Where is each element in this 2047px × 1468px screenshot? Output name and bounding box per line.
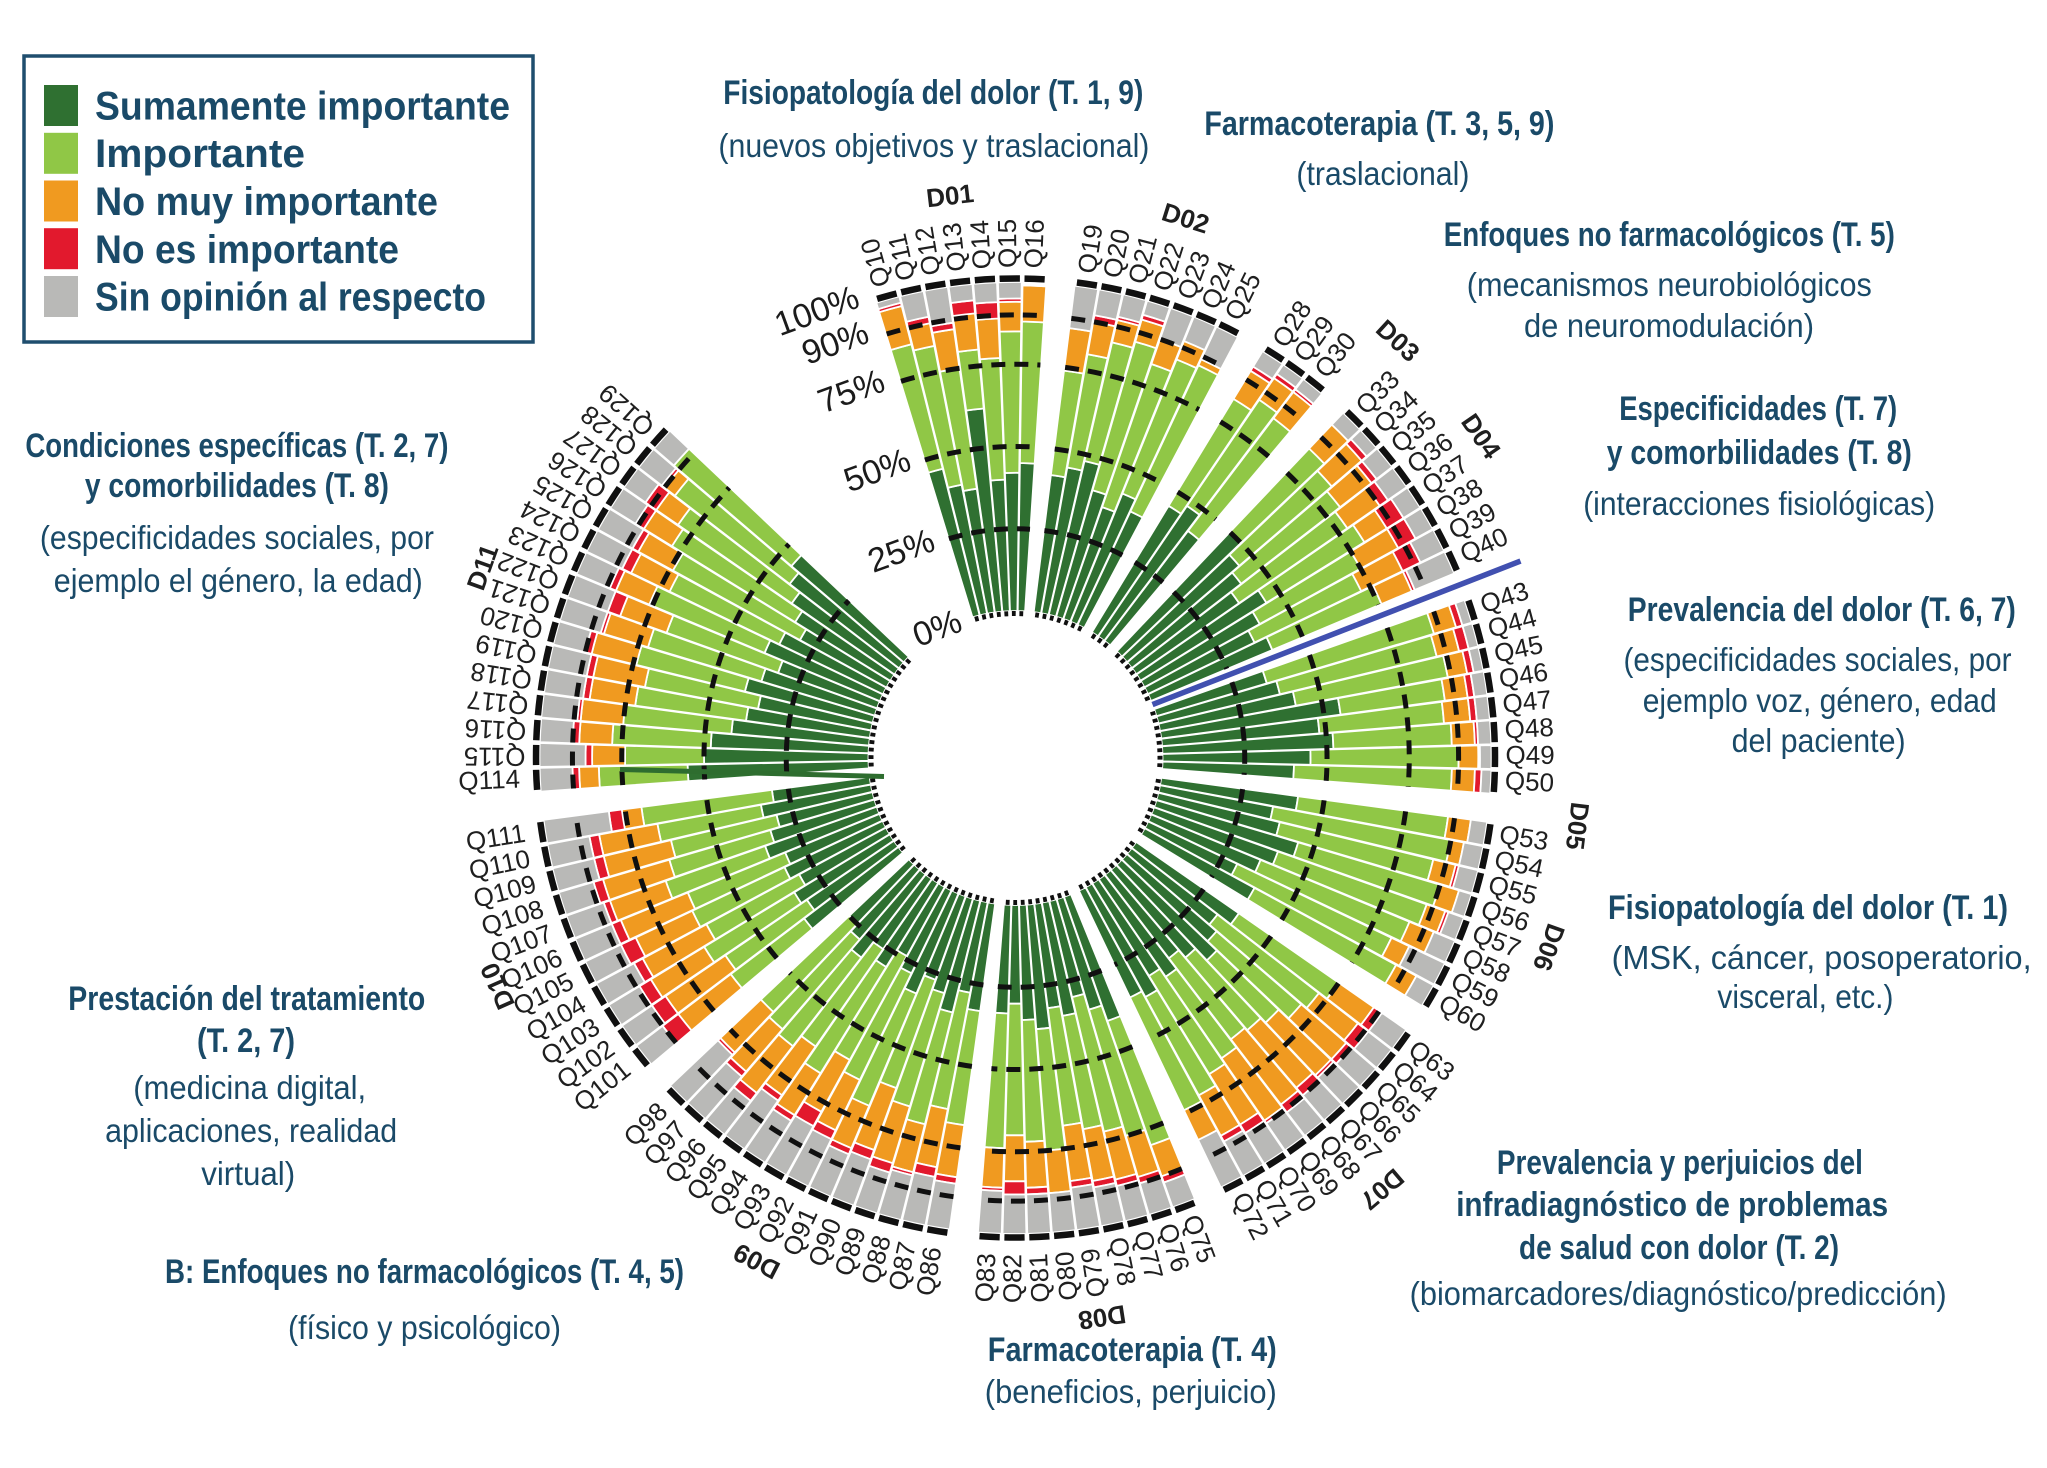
svg-text:Enfoques no farmacológicos (T.: Enfoques no farmacológicos (T. 5) [1444, 216, 1895, 254]
svg-text:virtual): virtual) [201, 1155, 295, 1192]
svg-text:y comorbilidades (T. 8): y comorbilidades (T. 8) [1607, 434, 1912, 472]
svg-text:Q115: Q115 [464, 742, 526, 772]
svg-text:Sin opinión al respecto: Sin opinión al respecto [95, 276, 486, 320]
svg-text:Q13: Q13 [936, 221, 971, 273]
svg-text:D05: D05 [1560, 801, 1596, 852]
svg-text:Q82: Q82 [997, 1254, 1027, 1303]
svg-text:Prestación del tratamiento: Prestación del tratamiento [68, 980, 425, 1018]
svg-text:aplicaciones, realidad: aplicaciones, realidad [105, 1112, 397, 1149]
svg-text:Fisiopatología del dolor (T. 1: Fisiopatología del dolor (T. 1, 9) [723, 74, 1143, 112]
svg-text:infradiagnóstico de problemas: infradiagnóstico de problemas [1456, 1186, 1888, 1224]
svg-text:Q47: Q47 [1501, 684, 1553, 719]
svg-text:(beneficios, perjuicio): (beneficios, perjuicio) [985, 1373, 1277, 1410]
svg-text:No es importante: No es importante [95, 228, 399, 272]
svg-text:(nuevos objetivos y traslacion: (nuevos objetivos y traslacional) [718, 127, 1149, 164]
svg-text:de neuromodulación): de neuromodulación) [1524, 307, 1814, 344]
svg-text:(medicina digital,: (medicina digital, [133, 1069, 366, 1106]
svg-text:(interacciones fisiológicas): (interacciones fisiológicas) [1583, 485, 1935, 522]
svg-text:Q117: Q117 [465, 685, 530, 722]
svg-text:(especificidades sociales, por: (especificidades sociales, por [40, 519, 434, 556]
svg-text:(físico y psicológico): (físico y psicológico) [288, 1309, 561, 1346]
svg-text:Q81: Q81 [1023, 1253, 1055, 1304]
svg-text:Prevalencia del dolor (T. 6, 7: Prevalencia del dolor (T. 6, 7) [1628, 591, 2016, 629]
svg-text:Q49: Q49 [1505, 740, 1554, 770]
svg-text:D01: D01 [925, 178, 976, 213]
svg-text:Q19: Q19 [1072, 222, 1109, 275]
svg-text:Q114: Q114 [458, 763, 521, 796]
svg-text:Especificidades (T. 7): Especificidades (T. 7) [1619, 390, 1897, 428]
svg-text:Q14: Q14 [964, 219, 997, 270]
svg-text:Prevalencia y perjuicios del: Prevalencia y perjuicios del [1497, 1144, 1863, 1182]
svg-text:Q16: Q16 [1018, 219, 1050, 269]
svg-text:Q15: Q15 [992, 219, 1023, 269]
svg-text:Sumamente importante: Sumamente importante [95, 85, 510, 129]
svg-text:(T. 2, 7): (T. 2, 7) [197, 1022, 295, 1060]
svg-text:del paciente): del paciente) [1732, 722, 1906, 759]
svg-text:No muy importante: No muy importante [95, 180, 438, 224]
svg-text:Fisiopatología del dolor (T. 1: Fisiopatología del dolor (T. 1) [1608, 889, 2008, 927]
svg-text:(biomarcadores/diagnóstico/pre: (biomarcadores/diagnóstico/predicción) [1410, 1275, 1947, 1312]
svg-text:Importante: Importante [95, 132, 305, 176]
svg-text:D08: D08 [1076, 1299, 1128, 1336]
svg-text:Q79: Q79 [1074, 1246, 1111, 1299]
svg-text:(traslacional): (traslacional) [1296, 155, 1469, 192]
svg-text:Q48: Q48 [1504, 712, 1555, 745]
svg-text:Q50: Q50 [1504, 765, 1555, 797]
svg-text:(especificidades sociales, por: (especificidades sociales, por [1624, 641, 2012, 678]
svg-text:visceral, etc.): visceral, etc.) [1717, 978, 1893, 1015]
svg-text:y comorbilidades (T. 8): y comorbilidades (T. 8) [85, 467, 389, 505]
svg-text:Condiciones específicas (T. 2,: Condiciones específicas (T. 2, 7) [25, 427, 448, 465]
svg-text:(MSK, cáncer, posoperatorio,: (MSK, cáncer, posoperatorio, [1612, 939, 2032, 976]
svg-text:Farmacoterapia (T. 4): Farmacoterapia (T. 4) [988, 1331, 1277, 1369]
svg-text:Q116: Q116 [464, 713, 527, 747]
svg-text:B: Enfoques no farmacológicos: B: Enfoques no farmacológicos (T. 4, 5) [165, 1253, 684, 1291]
svg-text:ejemplo voz, género, edad: ejemplo voz, género, edad [1643, 682, 1997, 719]
svg-text:ejemplo el género, la edad): ejemplo el género, la edad) [54, 562, 423, 599]
svg-text:Q83: Q83 [969, 1252, 1002, 1303]
svg-text:de salud con dolor (T. 2): de salud con dolor (T. 2) [1519, 1229, 1839, 1267]
svg-text:(mecanismos neurobiológicos: (mecanismos neurobiológicos [1467, 266, 1872, 303]
svg-text:Farmacoterapia (T. 3, 5, 9): Farmacoterapia (T. 3, 5, 9) [1204, 105, 1554, 143]
svg-text:Q80: Q80 [1049, 1250, 1084, 1302]
